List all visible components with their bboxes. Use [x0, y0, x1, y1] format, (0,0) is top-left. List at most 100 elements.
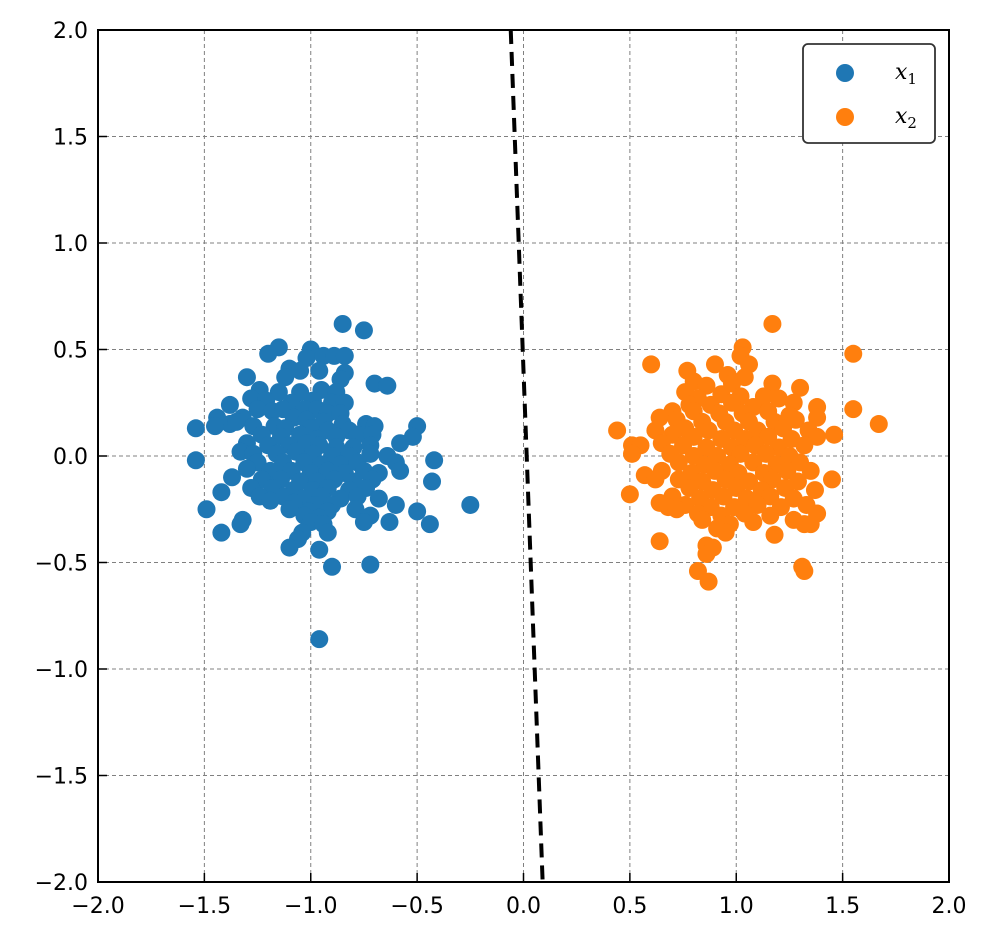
data-point: [186, 419, 205, 438]
data-point: [212, 523, 231, 542]
y-tick-label: 0.5: [53, 339, 88, 364]
grid-lines: [97, 29, 950, 883]
axis-ticks: [97, 29, 950, 883]
data-point: [318, 523, 337, 542]
data-point: [642, 355, 661, 374]
data-point: [693, 510, 712, 529]
data-point: [391, 434, 410, 453]
data-point: [261, 491, 280, 510]
data-point: [825, 425, 844, 444]
data-point: [425, 451, 444, 470]
data-point: [801, 461, 820, 480]
data-point: [650, 532, 669, 551]
y-tick-label: 1.0: [53, 232, 88, 257]
data-point: [769, 389, 788, 408]
data-point: [269, 383, 288, 402]
data-point: [280, 500, 299, 519]
data-point: [420, 515, 439, 534]
data-point: [323, 557, 342, 576]
data-point: [276, 368, 295, 387]
data-point: [786, 410, 805, 429]
data-point: [716, 523, 735, 542]
data-point: [346, 500, 365, 519]
data-point: [608, 421, 627, 440]
data-point: [291, 361, 310, 380]
data-point: [354, 321, 373, 340]
decision-boundary: [508, 29, 545, 883]
data-points: [186, 314, 888, 649]
data-point: [763, 374, 782, 393]
series-1: [186, 314, 480, 649]
data-point: [744, 513, 763, 532]
x-tick-label: −1.0: [284, 894, 337, 919]
data-point: [461, 495, 480, 514]
data-point: [248, 400, 267, 419]
data-point: [186, 451, 205, 470]
data-point: [231, 515, 250, 534]
data-point: [391, 461, 410, 480]
data-point: [765, 525, 784, 544]
data-point: [646, 470, 665, 489]
y-tick-label: −2.0: [35, 871, 88, 896]
data-point: [423, 472, 442, 491]
data-point: [237, 459, 256, 478]
data-point: [795, 436, 814, 455]
x-tick-label: 1.0: [719, 894, 754, 919]
y-tick-label: 2.0: [53, 19, 88, 44]
data-point: [699, 421, 718, 440]
data-point: [310, 540, 329, 559]
legend-box: [802, 43, 936, 144]
data-point: [699, 572, 718, 591]
data-point: [667, 500, 686, 519]
data-point: [237, 368, 256, 387]
data-point: [805, 481, 824, 500]
legend-marker: [836, 108, 854, 126]
data-point: [220, 395, 239, 414]
data-point: [310, 361, 329, 380]
series-2: [608, 314, 888, 591]
x-tick-label: 0.0: [506, 894, 541, 919]
data-point: [623, 444, 642, 463]
data-point: [197, 500, 216, 519]
x-tick-label: −0.5: [390, 894, 443, 919]
y-tick-labels: −2.0 −1.5 −1.0 −0.5 0.0 0.5 1.0 1.5 2.0: [35, 19, 88, 896]
data-point: [259, 344, 278, 363]
data-point: [761, 506, 780, 525]
data-point: [795, 562, 814, 581]
y-tick-label: 0.0: [53, 445, 88, 470]
data-point: [280, 538, 299, 557]
data-point: [333, 314, 352, 333]
data-point: [822, 470, 841, 489]
data-point: [223, 468, 242, 487]
data-point: [791, 378, 810, 397]
data-point: [408, 502, 427, 521]
data-point: [705, 355, 724, 374]
data-point: [669, 453, 688, 472]
x-tick-label: −1.5: [178, 894, 231, 919]
y-tick-label: 1.5: [53, 126, 88, 151]
legend-marker: [836, 64, 854, 82]
data-point: [361, 555, 380, 574]
legend-label: x1: [895, 60, 917, 88]
data-point: [708, 447, 727, 465]
legend-label: x2: [895, 104, 917, 132]
data-point: [227, 412, 246, 431]
data-point: [801, 515, 820, 534]
data-point: [844, 400, 863, 419]
data-point: [386, 495, 405, 514]
data-point: [310, 630, 329, 649]
x-tick-labels: −2.0 −1.5 −1.0 −0.5 0.0 0.5 1.0 1.5 2.0: [71, 894, 966, 919]
data-point: [380, 513, 399, 532]
legend: x1 x2: [802, 43, 936, 144]
data-point: [369, 489, 388, 508]
data-point: [844, 344, 863, 363]
data-point: [748, 495, 767, 514]
data-point: [869, 415, 888, 434]
data-point: [808, 408, 827, 427]
data-point: [808, 427, 827, 446]
x-tick-label: −2.0: [71, 894, 124, 919]
data-point: [212, 483, 231, 502]
x-tick-label: 1.5: [825, 894, 860, 919]
data-point: [361, 444, 380, 463]
